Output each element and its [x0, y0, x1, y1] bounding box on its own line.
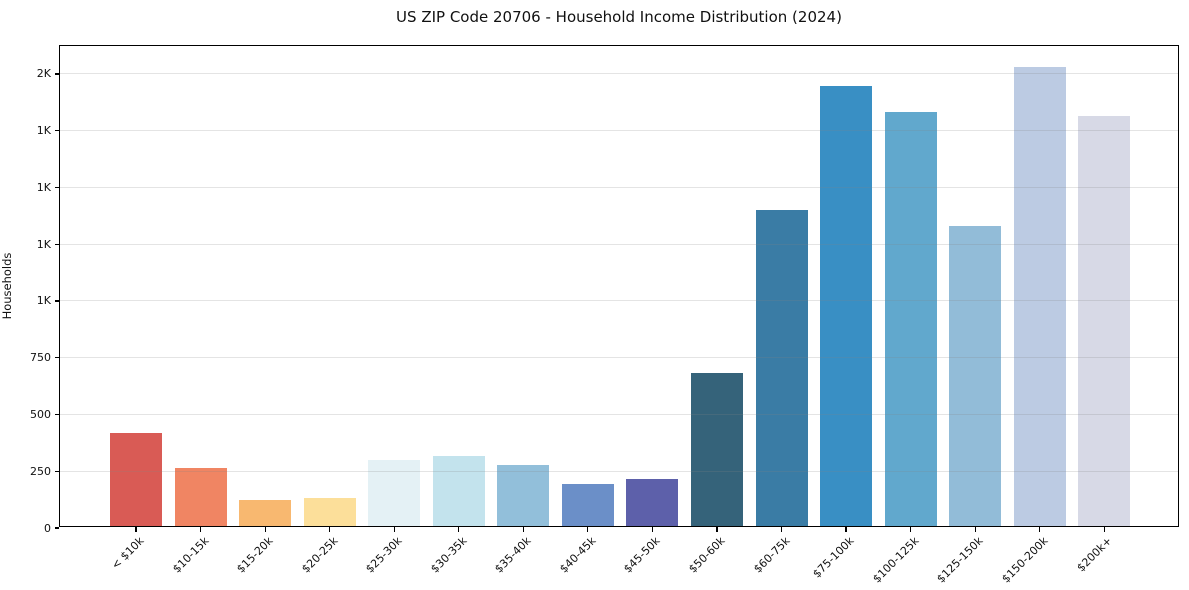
x-tick-label: $150-200k: [999, 534, 1051, 586]
bar: [755, 210, 808, 526]
x-tick-label: $20-25k: [298, 534, 341, 576]
bar: [561, 484, 614, 526]
bar: [303, 497, 356, 526]
y-tick-mark: [54, 470, 59, 472]
x-tick-mark: [1103, 527, 1105, 532]
y-tick-mark: [54, 357, 59, 359]
x-tick-mark: [393, 527, 395, 532]
y-tick-label: 1K: [36, 124, 51, 138]
x-tick-mark: [329, 527, 331, 532]
gridline: [60, 243, 1178, 245]
bar: [239, 499, 292, 526]
y-tick-mark: [54, 527, 59, 529]
bar: [690, 372, 743, 526]
x-tick-label: $50-60k: [686, 534, 728, 576]
y-tick-mark: [54, 130, 59, 132]
bar: [368, 460, 421, 526]
y-axis-label: Households: [0, 252, 14, 320]
x-tick-label: $40-45k: [557, 534, 599, 576]
y-tick-label: 250: [30, 464, 51, 478]
x-tick-mark: [522, 527, 524, 532]
gridline: [60, 357, 1178, 359]
gridline: [60, 470, 1178, 472]
x-tick-label: $200k+: [1074, 534, 1115, 575]
x-tick-label: $30-35k: [427, 534, 470, 576]
x-tick-label: $25-30k: [363, 534, 405, 576]
bar: [1078, 116, 1131, 526]
x-tick-mark: [716, 527, 718, 532]
gridline: [60, 186, 1178, 188]
x-tick-label: $35-40k: [492, 534, 534, 576]
x-tick-mark: [780, 527, 783, 532]
y-tick-label: 500: [30, 407, 51, 421]
y-tick-mark: [54, 73, 59, 75]
x-tick-label: $100-125k: [869, 534, 922, 586]
x-tick-mark: [1039, 527, 1041, 532]
bar: [884, 111, 937, 526]
gridline: [60, 73, 1178, 75]
y-tick-mark: [54, 413, 59, 416]
gridline: [60, 413, 1178, 415]
bar: [174, 468, 227, 526]
bar: [110, 432, 162, 526]
y-tick-mark: [54, 243, 59, 245]
x-tick-mark: [974, 527, 976, 532]
y-tick-label: 2K: [36, 67, 51, 81]
plot-area: 0 250 500 750 1K 1K 1K 1K 2K < $10k $10-15k $15-20k…: [30, 45, 1179, 585]
x-tick-label: $60-75k: [750, 534, 792, 576]
x-tick-label: $45-50k: [621, 534, 663, 576]
bar: [949, 226, 1002, 526]
bar: [820, 85, 873, 526]
y-tick-label: 750: [30, 351, 51, 365]
y-tick-mark: [54, 300, 59, 302]
y-tick-mark: [54, 186, 59, 189]
chart-title: US ZIP Code 20706 - Household Income Dis…: [396, 8, 842, 26]
bar: [497, 464, 550, 526]
bar: [1013, 67, 1066, 526]
x-tick-label: < $10k: [108, 534, 147, 572]
y-tick-label: 1K: [36, 294, 51, 308]
x-tick-label: $10-15k: [169, 534, 212, 576]
x-tick-label: $125-150k: [934, 534, 986, 586]
gridline: [60, 130, 1178, 132]
x-tick-mark: [199, 527, 202, 532]
y-tick-label: 0: [44, 521, 51, 535]
bar: [626, 479, 679, 526]
x-tick-label: $75-100k: [810, 534, 857, 581]
y-tick-label: 1K: [36, 180, 51, 194]
x-tick-mark: [845, 527, 847, 532]
bar: [432, 455, 485, 526]
x-tick-mark: [264, 527, 266, 532]
x-tick-mark: [135, 527, 137, 532]
x-tick-mark: [458, 527, 460, 532]
x-tick-mark: [587, 527, 589, 532]
gridline: [60, 300, 1178, 302]
x-tick-mark: [651, 527, 653, 532]
x-tick-mark: [910, 527, 912, 532]
y-tick-label: 1K: [36, 237, 51, 251]
x-tick-label: $15-20k: [234, 534, 276, 576]
